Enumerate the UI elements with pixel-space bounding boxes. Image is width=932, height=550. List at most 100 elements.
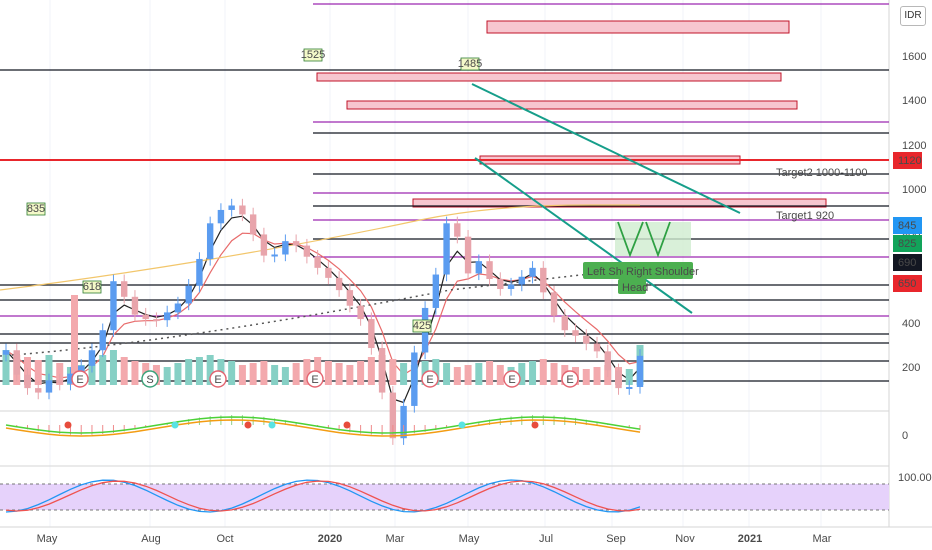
- price-badge-label: 650: [898, 278, 916, 290]
- earnings-marker[interactable]: E: [503, 370, 521, 388]
- volume-bar: [432, 359, 440, 385]
- volume-bar: [260, 361, 268, 385]
- price-tick-label: 200: [902, 362, 920, 374]
- candle-body: [464, 236, 472, 274]
- price-badge-label: 825: [898, 238, 916, 250]
- time-label: Oct: [216, 533, 233, 545]
- time-label: Jul: [539, 533, 553, 545]
- candle-body: [497, 278, 504, 290]
- candle-body: [314, 256, 321, 268]
- oscillator-line: [5, 419, 641, 437]
- candle-body: [593, 343, 601, 352]
- signal-dot: [244, 421, 252, 429]
- shoulder-marker: [617, 221, 644, 258]
- candle-body: [88, 350, 96, 366]
- price-badge: [893, 254, 922, 271]
- candle-body: [110, 281, 117, 331]
- volume-bar: [529, 361, 537, 385]
- volume-bar: [185, 359, 193, 385]
- earnings-marker[interactable]: E: [209, 370, 227, 388]
- earnings-marker[interactable]: E: [421, 370, 439, 388]
- candle-body: [583, 335, 590, 344]
- time-label: May: [37, 533, 58, 545]
- volume-bar: [443, 363, 451, 385]
- candle-body: [228, 205, 235, 210]
- head-shoulders-pattern: [615, 221, 691, 258]
- price-badge-label: 690: [898, 257, 916, 269]
- price-flag-label: 1485: [458, 58, 482, 70]
- volume-bar: [174, 363, 182, 385]
- volume-bar: [475, 363, 483, 385]
- candle-body: [24, 374, 31, 389]
- earnings-marker[interactable]: E: [561, 370, 579, 388]
- candle-body: [35, 388, 42, 393]
- price-tick-label: 1200: [902, 140, 926, 152]
- signal-dot: [458, 421, 466, 429]
- candle-body: [78, 365, 85, 374]
- shoulder-marker: [645, 221, 671, 258]
- candle-body: [271, 254, 278, 257]
- volume-bar: [109, 350, 117, 385]
- event-label: E: [566, 374, 573, 386]
- volume-bar: [71, 295, 78, 385]
- earnings-marker[interactable]: E: [306, 370, 324, 388]
- candle-body: [540, 267, 547, 293]
- price-flag-box: [303, 48, 323, 62]
- ema-slow-line: [5, 232, 641, 379]
- candle-body: [292, 241, 300, 246]
- descending-channel: [471, 83, 741, 314]
- volume-bar: [206, 355, 214, 385]
- candle-body: [389, 392, 397, 439]
- event-label: S: [146, 374, 153, 386]
- time-label: 2020: [318, 533, 342, 545]
- volume-bar: [346, 365, 354, 385]
- price-tick-label: 1000: [902, 184, 926, 196]
- price-flag-box: [82, 280, 102, 294]
- volume-bar: [335, 363, 343, 385]
- earnings-marker[interactable]: S: [141, 370, 159, 388]
- candle-body: [45, 380, 53, 393]
- candle-body: [185, 285, 192, 304]
- event-label: E: [311, 374, 318, 386]
- annotations: Target2 1000-1100 Target1 920 Left ShoRigh…: [583, 167, 868, 294]
- volume-bar: [271, 365, 279, 385]
- event-label: E: [214, 374, 221, 386]
- volume-bar: [34, 360, 42, 385]
- candle-body: [432, 274, 440, 308]
- channel-upper: [471, 83, 741, 214]
- candle-body: [378, 348, 386, 393]
- price-tick-label: 1600: [902, 51, 926, 63]
- candle-body: [67, 373, 74, 384]
- price-flag-box: [460, 57, 480, 71]
- candle-body: [249, 214, 257, 235]
- candle-body: [357, 305, 364, 320]
- volume-bar: [195, 357, 203, 385]
- candle-body: [572, 330, 579, 336]
- candlesticks[interactable]: [2, 198, 644, 445]
- right-shoulder-label: Right Shoulder: [626, 266, 699, 278]
- candle-body: [260, 234, 268, 256]
- candle-body: [56, 380, 63, 384]
- price-flags: 835 618 1525 1485 425: [26, 48, 482, 333]
- time-axis: May Aug Oct 2020 Mar May Jul Sep Nov 2021 Mar: [37, 533, 832, 545]
- candle-body: [239, 205, 246, 215]
- price-flag-label: 425: [413, 320, 431, 332]
- price-axis: 1600140012001000800600400200112084582569…: [893, 51, 932, 484]
- left-shoulder-label: Left Sho: [587, 266, 628, 278]
- currency-label[interactable]: IDR: [900, 6, 926, 26]
- volume-bar: [131, 361, 139, 385]
- horizontal-levels: [0, 3, 889, 382]
- time-label: 2021: [738, 533, 762, 545]
- price-badge: [893, 235, 922, 252]
- candle-body: [518, 276, 525, 285]
- earnings-marker[interactable]: E: [71, 370, 89, 388]
- event-circle: [209, 370, 227, 388]
- candle-body: [454, 223, 461, 237]
- candle-body: [99, 330, 106, 351]
- volume-bar: [238, 365, 246, 385]
- price-badge: [893, 152, 922, 169]
- price-flag-label: 835: [27, 203, 45, 215]
- price-badge-label: 845: [898, 220, 916, 232]
